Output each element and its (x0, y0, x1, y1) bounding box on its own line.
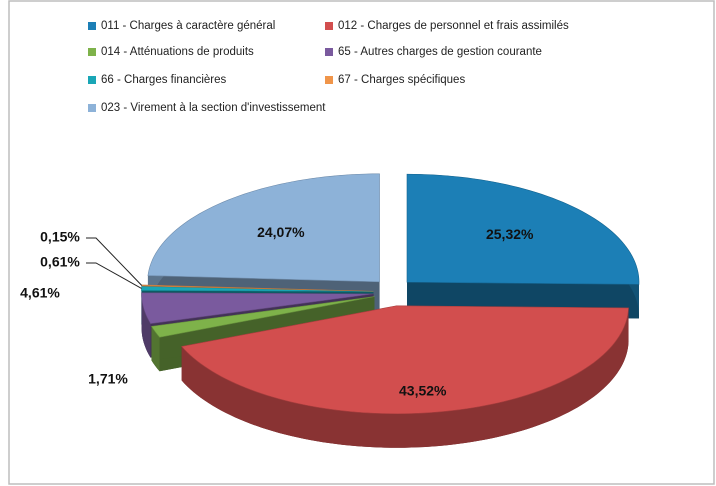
value-label: 43,52% (399, 382, 447, 398)
legend-label: 67 - Charges spécifiques (338, 74, 465, 86)
slice (181, 305, 629, 415)
legend-label: 012 - Charges de personnel et frais assi… (338, 20, 569, 32)
leader-line (86, 262, 142, 289)
slice (150, 296, 375, 338)
legend-swatch (88, 48, 96, 56)
legend-swatch (325, 76, 333, 84)
slice (141, 286, 374, 292)
legend-swatch (325, 48, 333, 56)
legend-label: 014 - Atténuations de produits (101, 46, 254, 58)
legend-label: 011 - Charges à caractère général (101, 20, 275, 32)
legend-label: 023 - Virement à la section d'investisse… (101, 102, 326, 114)
slice (141, 284, 374, 292)
slice (147, 173, 380, 283)
value-label: 24,07% (257, 224, 305, 240)
slice (141, 292, 374, 324)
value-label: 0,61% (40, 254, 80, 270)
value-label: 0,15% (40, 229, 80, 245)
slice-tops (141, 173, 640, 415)
legend-swatch (325, 22, 333, 30)
leader-line (86, 237, 143, 286)
slice-outer-wall (181, 307, 629, 448)
value-label: 4,61% (20, 285, 60, 301)
value-label: 25,32% (486, 226, 534, 242)
slice (406, 173, 640, 285)
legend-label: 66 - Charges financières (101, 74, 227, 86)
legend-swatch (88, 22, 96, 30)
legend-label: 65 - Autres charges de gestion courante (338, 46, 542, 58)
value-label: 1,71% (88, 371, 128, 387)
legend-swatch (88, 76, 96, 84)
legend: 011 - Charges à caractère général 012 - C… (88, 20, 569, 114)
slice-outer-wall (151, 326, 160, 372)
labels: 25,32% 43,52% 1,71% 4,61% 0,61% 0,15% 24,07% (20, 224, 534, 398)
legend-swatch (88, 104, 96, 112)
